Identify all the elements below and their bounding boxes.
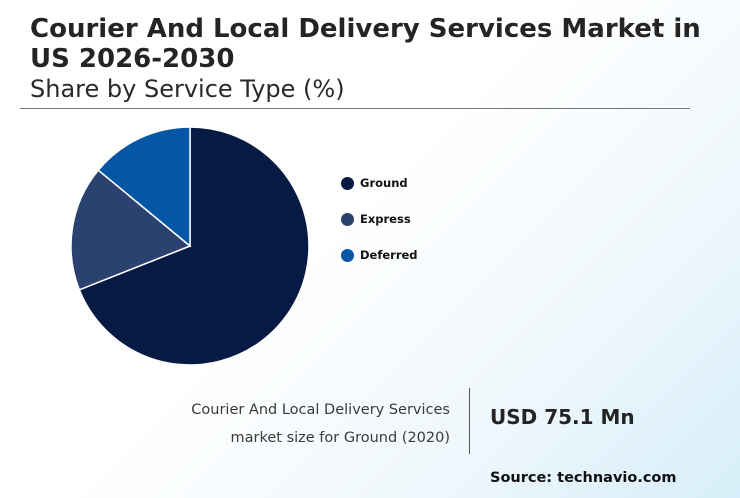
- chart-title: Courier And Local Delivery Services Mark…: [30, 14, 701, 74]
- legend-label: Ground: [360, 176, 408, 190]
- pie-slice-express: [70, 169, 192, 291]
- legend-swatch: [341, 248, 354, 262]
- pie-slice-ground: [78, 126, 310, 366]
- chart-subtitle: Share by Service Type (%): [30, 75, 345, 103]
- legend-item-express: Express: [341, 210, 418, 228]
- source-credit: Source: technavio.com: [490, 470, 677, 486]
- pie-slice-deferred: [97, 126, 191, 248]
- legend-label: Express: [360, 212, 411, 226]
- legend-item-deferred: Deferred: [341, 246, 418, 264]
- legend: Ground Express Deferred: [341, 174, 418, 282]
- stat-description: Courier And Local Delivery Services mark…: [191, 402, 450, 446]
- pie-chart: [70, 126, 310, 366]
- stat-value: USD 75.1 Mn: [490, 405, 635, 429]
- legend-swatch: [341, 176, 354, 190]
- stat-divider: [469, 388, 470, 454]
- legend-swatch: [341, 212, 354, 226]
- title-divider: [20, 108, 690, 109]
- legend-item-ground: Ground: [341, 174, 418, 192]
- legend-label: Deferred: [360, 248, 418, 262]
